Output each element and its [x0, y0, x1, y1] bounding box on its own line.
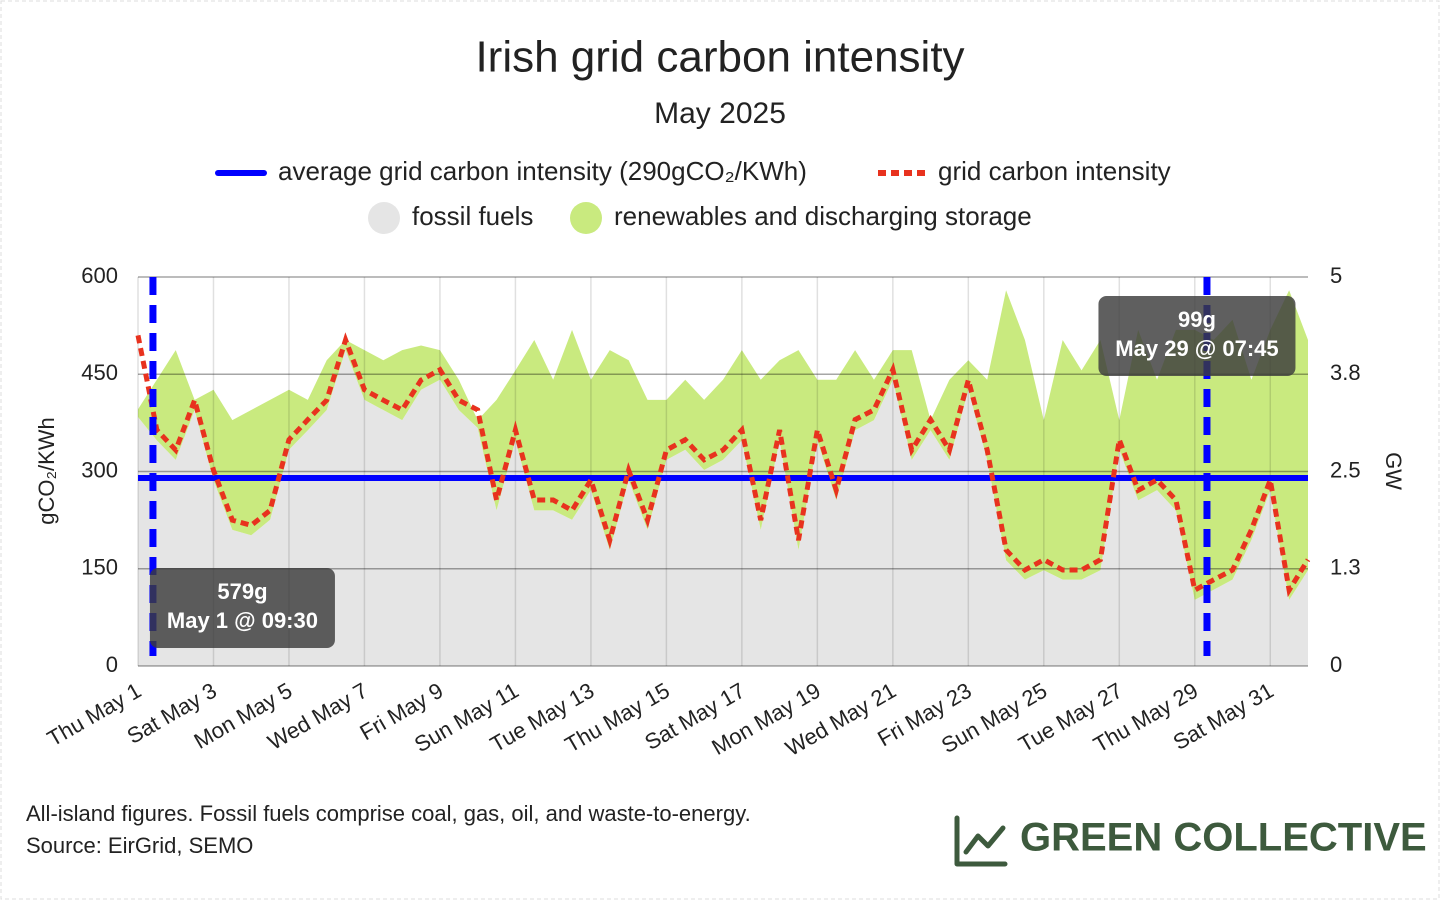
y-tick-label: 150	[81, 555, 118, 580]
chart-title: Irish grid carbon intensity	[475, 33, 964, 82]
legend-label: average grid carbon intensity (290gCO₂/K…	[278, 156, 807, 186]
tooltip-value: 579g	[217, 579, 267, 604]
area	[138, 350, 1308, 666]
legend-label: fossil fuels	[412, 201, 533, 231]
y2-tick-label: 2.5	[1330, 457, 1361, 482]
legend-swatch	[368, 202, 400, 234]
brand-icon	[954, 815, 1008, 867]
y-tick-label: 450	[81, 360, 118, 385]
tooltip-value: 99g	[1178, 307, 1216, 332]
tooltip-time: May 29 @ 07:45	[1115, 336, 1278, 361]
y-axis-title: gCO₂/KWh	[34, 417, 59, 525]
legend-label: grid carbon intensity	[938, 156, 1171, 186]
y2-tick-label: 1.3	[1330, 555, 1361, 580]
y2-tick-label: 0	[1330, 652, 1342, 677]
y-tick-label: 0	[106, 652, 118, 677]
footnote: Source: EirGrid, SEMO	[26, 833, 253, 858]
legend-label: renewables and discharging storage	[614, 201, 1032, 231]
y2-tick-label: 3.8	[1330, 360, 1361, 385]
y2-tick-label: 5	[1330, 263, 1342, 288]
tooltip-box	[149, 568, 335, 648]
footnote: All-island figures. Fossil fuels compris…	[26, 801, 751, 826]
y2-axis-title: GW	[1381, 452, 1406, 490]
tooltip-time: May 1 @ 09:30	[167, 608, 318, 633]
y-tick-label: 300	[81, 457, 118, 482]
area	[138, 290, 1308, 600]
tooltip-box	[1098, 296, 1296, 376]
y-tick-label: 600	[81, 263, 118, 288]
line	[135, 332, 1311, 598]
brand: GREEN COLLECTIVE	[1020, 816, 1427, 860]
chart-subtitle: May 2025	[654, 97, 786, 130]
legend-swatch	[570, 202, 602, 234]
